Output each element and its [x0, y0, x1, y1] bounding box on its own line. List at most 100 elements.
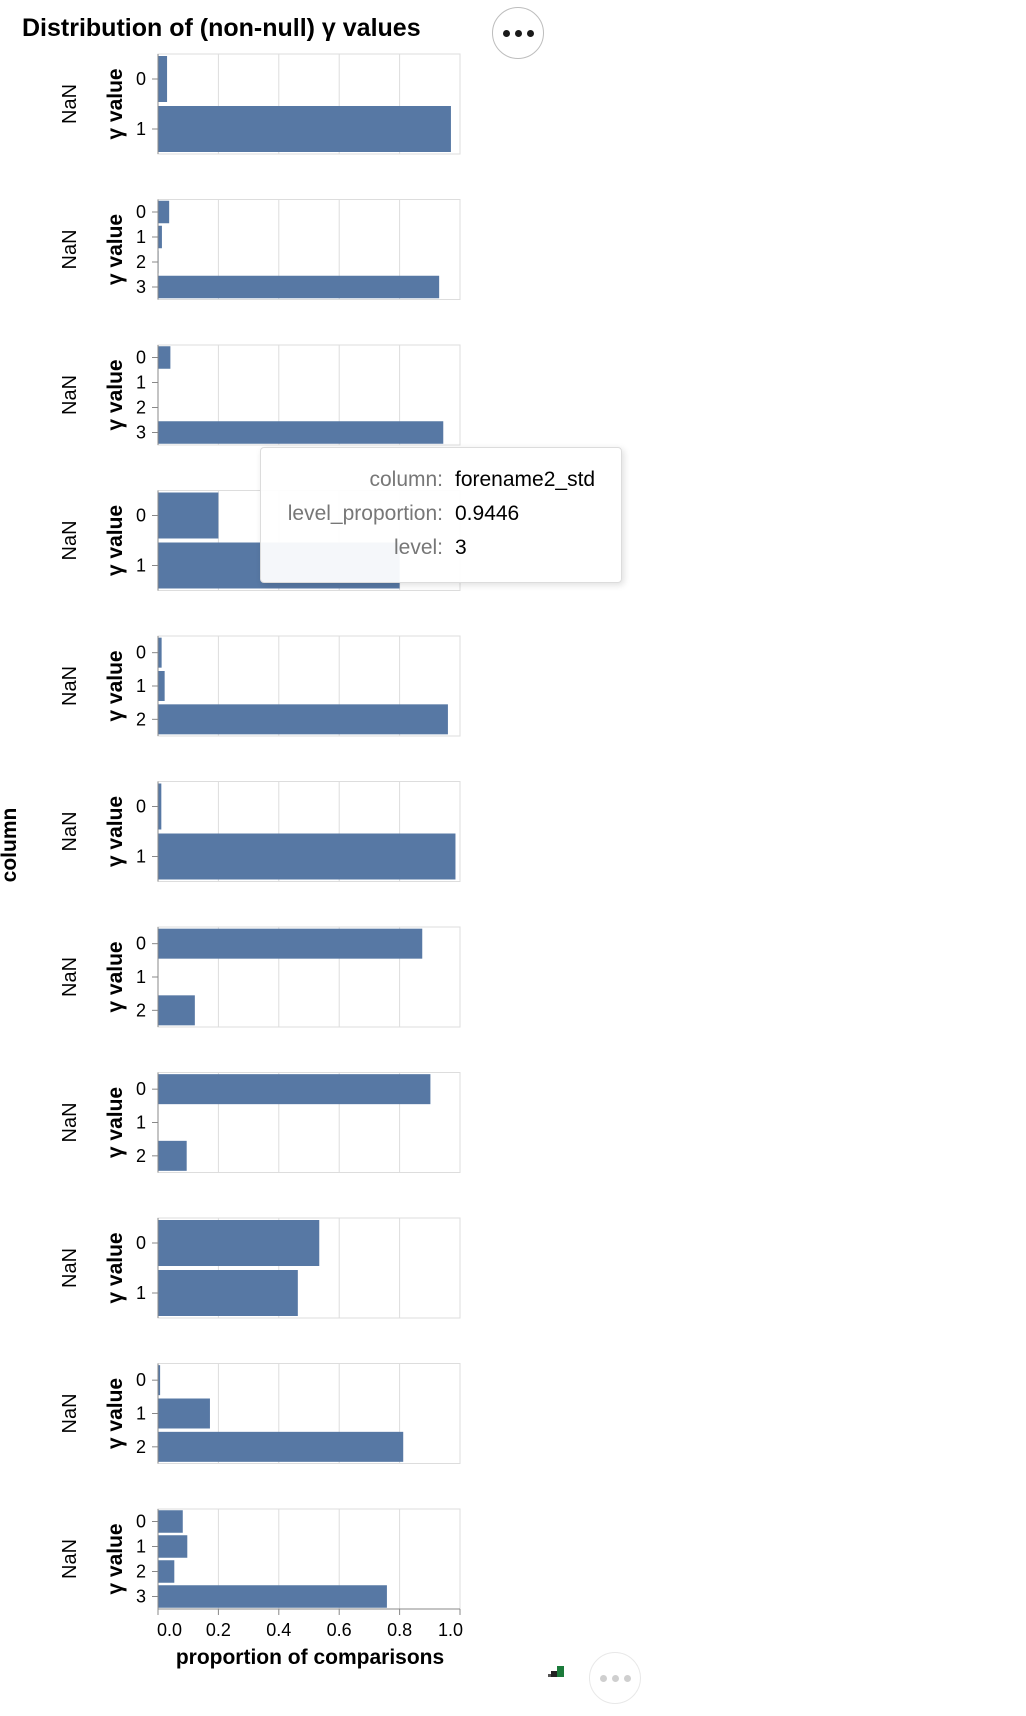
- y-axis-title: γ value: [104, 941, 127, 1012]
- y-axis-title: γ value: [104, 796, 127, 867]
- facet-panel: 0 1 2 γ value NaN: [59, 1072, 461, 1173]
- bar[interactable]: [158, 1510, 183, 1533]
- y-tick-label: 3: [136, 423, 146, 443]
- y-axis-title: γ value: [104, 650, 127, 721]
- y-tick-label: 1: [136, 1404, 146, 1424]
- tooltip-row-level-proportion: level_proportion: 0.9446: [261, 502, 621, 532]
- y-axis-title: γ value: [104, 1232, 127, 1303]
- facet-header: NaN: [59, 229, 81, 269]
- y-tick-label: 2: [136, 1437, 146, 1457]
- bar[interactable]: [158, 1535, 188, 1558]
- facet-header: NaN: [59, 1102, 81, 1142]
- facet-header: NaN: [59, 375, 81, 415]
- bar[interactable]: [158, 1074, 431, 1105]
- y-tick-label: 0: [136, 1233, 146, 1253]
- facet-panel: 0 1 γ value NaN: [59, 781, 461, 882]
- y-tick-label: 2: [136, 1562, 146, 1582]
- tooltip-key: level:: [393, 536, 443, 559]
- y-tick-label: 2: [136, 709, 146, 729]
- tooltip: column: forename2_std level_proportion: …: [260, 447, 622, 583]
- bar[interactable]: [158, 783, 162, 830]
- tooltip-row-level: level: 3: [261, 536, 621, 566]
- facet-header: NaN: [59, 1248, 81, 1288]
- y-tick-label: 1: [136, 373, 146, 393]
- y-axis-title: γ value: [104, 1087, 127, 1158]
- tooltip-value: 3: [455, 536, 467, 559]
- bar[interactable]: [158, 56, 168, 102]
- bar[interactable]: [158, 1220, 320, 1266]
- y-axis-title: γ value: [104, 1378, 127, 1449]
- y-tick-label: 0: [136, 797, 146, 817]
- y-axis-title: γ value: [104, 505, 127, 576]
- bar[interactable]: [158, 1270, 298, 1316]
- facet-row-title: column: [0, 808, 21, 883]
- y-tick-label: 1: [136, 1283, 146, 1303]
- tooltip-value: 0.9446: [455, 502, 520, 525]
- y-axis-title: γ value: [104, 214, 127, 285]
- y-tick-label: 1: [136, 1113, 146, 1133]
- y-axis-title: γ value: [104, 1523, 127, 1594]
- y-tick-label: 3: [136, 1587, 146, 1607]
- y-tick-label: 0: [136, 348, 146, 368]
- bar[interactable]: [158, 106, 451, 152]
- y-tick-label: 0: [136, 1370, 146, 1390]
- bar[interactable]: [158, 346, 171, 369]
- y-tick-label: 1: [136, 676, 146, 696]
- facet-panel: 0 1 γ value NaN: [59, 53, 461, 155]
- y-tick-label: 1: [136, 227, 146, 247]
- bar[interactable]: [158, 421, 444, 444]
- bar[interactable]: [158, 704, 448, 735]
- facets: 0 1 γ value NaN 0 1 2 3 γ value NaN 0 1 2 3 γ value NaN…: [59, 53, 461, 1610]
- facet-header: NaN: [59, 1539, 81, 1579]
- facet-panel: 0 1 2 γ value NaN: [59, 635, 461, 737]
- bar[interactable]: [158, 1560, 175, 1583]
- ellipsis-icon: [611, 1674, 619, 1682]
- facet-header: NaN: [59, 84, 81, 124]
- y-tick-label: 2: [136, 1000, 146, 1020]
- facet-panel: 0 1 2 3 γ value NaN: [59, 344, 461, 446]
- bar[interactable]: [158, 1365, 161, 1396]
- ellipsis-icon: [526, 29, 534, 37]
- bar[interactable]: [158, 1431, 404, 1462]
- facet-panel: 0 1 2 3 γ value NaN: [59, 1508, 461, 1610]
- facet-panel: 0 1 2 3 γ value NaN: [59, 199, 461, 300]
- chart-title: Distribution of (non-null) γ values: [22, 14, 421, 42]
- y-tick-label: 2: [136, 252, 146, 272]
- y-tick-label: 2: [136, 398, 146, 418]
- chart-actions-menu-button[interactable]: [492, 7, 544, 59]
- y-tick-label: 1: [136, 967, 146, 987]
- ellipsis-icon: [599, 1674, 607, 1682]
- ellipsis-icon: [514, 29, 522, 37]
- facet-header: NaN: [59, 811, 81, 851]
- facet-header: NaN: [59, 957, 81, 997]
- bar[interactable]: [158, 275, 440, 299]
- bar[interactable]: [158, 671, 165, 701]
- secondary-actions-menu-button[interactable]: [589, 1652, 641, 1704]
- x-tick-label: 0.0: [157, 1620, 182, 1640]
- bar[interactable]: [158, 225, 162, 249]
- tooltip-key: column:: [369, 468, 443, 491]
- bar[interactable]: [158, 995, 195, 1026]
- bar[interactable]: [158, 492, 219, 539]
- bar[interactable]: [158, 1585, 387, 1608]
- widget-logo-icon: [548, 1666, 564, 1677]
- y-tick-label: 0: [136, 1079, 146, 1099]
- y-tick-label: 0: [136, 1512, 146, 1532]
- y-tick-label: 0: [136, 69, 146, 89]
- x-tick-label: 0.4: [266, 1620, 291, 1640]
- y-tick-label: 1: [136, 119, 146, 139]
- tooltip-key: level_proportion:: [287, 502, 443, 525]
- bar[interactable]: [158, 1140, 187, 1171]
- bar[interactable]: [158, 1398, 210, 1429]
- y-tick-label: 0: [136, 506, 146, 526]
- y-tick-label: 1: [136, 1537, 146, 1557]
- bar[interactable]: [158, 928, 423, 959]
- bar[interactable]: [158, 637, 162, 668]
- y-tick-label: 0: [136, 643, 146, 663]
- ellipsis-icon: [623, 1674, 631, 1682]
- facet-panel: 0 1 2 γ value NaN: [59, 926, 461, 1028]
- bar[interactable]: [158, 833, 456, 880]
- x-tick-label: 0.8: [387, 1620, 412, 1640]
- bar[interactable]: [158, 200, 170, 224]
